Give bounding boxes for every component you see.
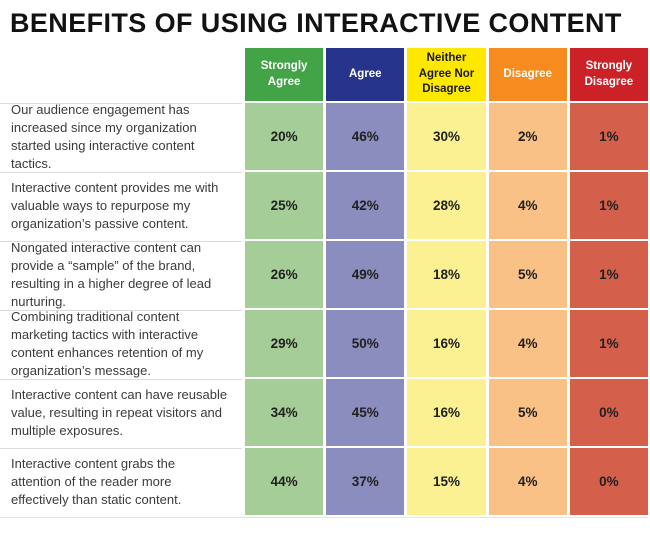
value-cell: 25% xyxy=(245,172,324,239)
value-cell: 37% xyxy=(326,448,405,515)
value-cell: 26% xyxy=(245,241,324,308)
page-title: BENEFITS OF USING INTERACTIVE CONTENT xyxy=(10,8,622,38)
row-statement: Interactive content grabs the attention … xyxy=(0,448,242,515)
value-cell: 30% xyxy=(407,103,486,170)
column-header-strongly-agree: Strongly Agree xyxy=(245,48,324,101)
value-cell: 4% xyxy=(488,172,567,239)
row-statement: Combining traditional content marketing … xyxy=(0,309,242,378)
value-cell: 0% xyxy=(569,379,648,446)
row-statement: Nongated interactive content can provide… xyxy=(0,240,242,309)
value-cell: 49% xyxy=(326,241,405,308)
row-statement: Our audience engagement has increased si… xyxy=(0,102,242,171)
value-cell: 45% xyxy=(326,379,405,446)
value-cell: 28% xyxy=(407,172,486,239)
value-cell: 18% xyxy=(407,241,486,308)
column-header-disagree: Disagree xyxy=(488,48,567,101)
value-cell: 20% xyxy=(245,103,324,170)
row-statement: Interactive content can have reusable va… xyxy=(0,379,242,446)
column-header-neither: Neither Agree Nor Disagree xyxy=(407,48,486,101)
column-header-agree: Agree xyxy=(326,48,405,101)
value-cell: 1% xyxy=(569,310,648,377)
value-cell: 5% xyxy=(488,379,567,446)
value-cell: 1% xyxy=(569,103,648,170)
value-cell: 4% xyxy=(488,310,567,377)
survey-results-table: Strongly Agree Agree Neither Agree Nor D… xyxy=(0,48,648,518)
column-header-strongly-disagree: Strongly Disagree xyxy=(569,48,648,101)
value-cell: 0% xyxy=(569,448,648,515)
value-cell: 50% xyxy=(326,310,405,377)
value-cell: 15% xyxy=(407,448,486,515)
value-cell: 1% xyxy=(569,241,648,308)
corner-spacer xyxy=(0,48,242,101)
value-cell: 42% xyxy=(326,172,405,239)
row-statement: Interactive content provides me with val… xyxy=(0,172,242,239)
value-cell: 5% xyxy=(488,241,567,308)
value-cell: 29% xyxy=(245,310,324,377)
value-cell: 1% xyxy=(569,172,648,239)
value-cell: 16% xyxy=(407,310,486,377)
value-cell: 34% xyxy=(245,379,324,446)
value-cell: 44% xyxy=(245,448,324,515)
value-cell: 16% xyxy=(407,379,486,446)
value-cell: 4% xyxy=(488,448,567,515)
value-cell: 2% xyxy=(488,103,567,170)
value-cell: 46% xyxy=(326,103,405,170)
